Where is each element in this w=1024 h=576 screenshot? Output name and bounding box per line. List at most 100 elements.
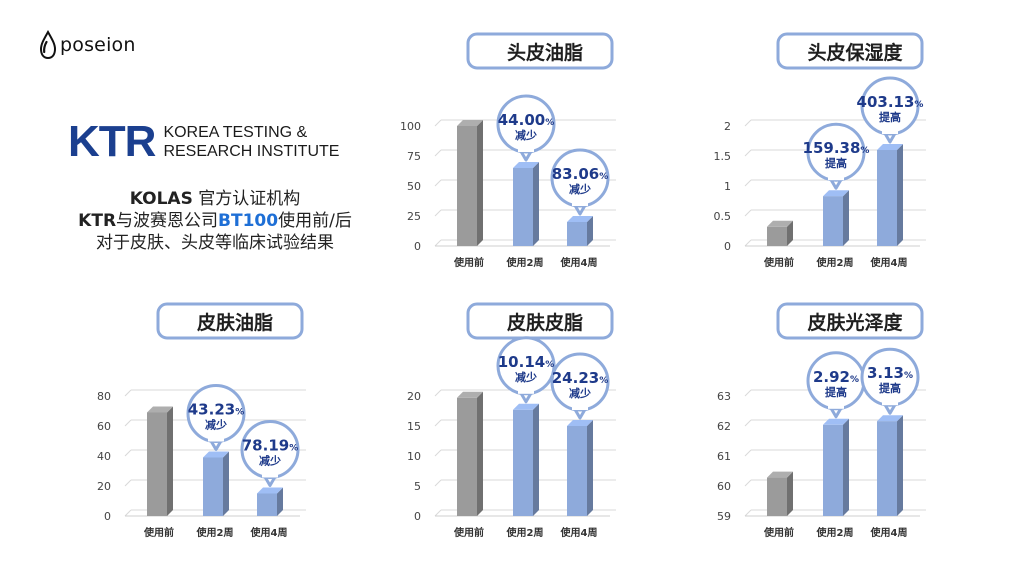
bar xyxy=(457,120,483,246)
bar xyxy=(823,190,849,246)
x-tick-label: 使用4周 xyxy=(560,526,598,539)
annotation-bubble: 159.38%提高 xyxy=(803,122,870,190)
annotation-value: 3.13% xyxy=(867,364,913,382)
annotation-bubble: 78.19%减少 xyxy=(240,420,300,487)
droplet-icon xyxy=(39,30,57,60)
bar xyxy=(257,487,283,516)
bar xyxy=(567,420,593,516)
ktr-name-line2: RESEARCH INSTITUTE xyxy=(163,143,340,160)
y-tick-label: 60 xyxy=(717,480,731,493)
annotation-bubble: 2.92%提高 xyxy=(806,351,866,419)
bar xyxy=(513,162,539,246)
chart-title: 头皮油脂 xyxy=(466,32,614,70)
y-tick-label: 59 xyxy=(717,510,731,523)
bar xyxy=(567,216,593,246)
y-tick-label: 10 xyxy=(407,450,421,463)
x-tick-label: 使用2周 xyxy=(816,526,854,539)
annotation-value: 2.92% xyxy=(813,368,859,386)
y-tick-label: 25 xyxy=(407,210,421,223)
annotation-value: 44.00% xyxy=(498,111,554,129)
y-tick-label: 80 xyxy=(97,390,111,403)
chart-title: 头皮保湿度 xyxy=(776,32,924,70)
y-tick-label: 60 xyxy=(97,420,111,433)
bar xyxy=(203,451,229,516)
y-tick-label: 61 xyxy=(717,450,731,463)
y-tick-label: 20 xyxy=(407,390,421,403)
desc-line2: KTR与波赛恩公司BT100使用前/后 xyxy=(78,211,352,231)
ktr-full-name: KOREA TESTING & RESEARCH INSTITUTE xyxy=(163,123,339,161)
chart-title-text: 皮肤皮脂 xyxy=(507,311,583,334)
x-tick-label: 使用4周 xyxy=(250,526,288,539)
x-tick-label: 使用2周 xyxy=(196,526,234,539)
chart-title: 皮肤皮脂 xyxy=(466,302,614,340)
bar xyxy=(767,471,793,516)
annotation-label: 减少 xyxy=(515,370,537,384)
annotation-value: 83.06% xyxy=(552,165,608,183)
ktr-logo: KTR KOREA TESTING & RESEARCH INSTITUTE xyxy=(68,120,339,164)
ktr-mark: KTR xyxy=(68,117,156,166)
x-tick-label: 使用前 xyxy=(453,256,484,269)
x-tick-label: 使用4周 xyxy=(870,526,908,539)
y-tick-label: 50 xyxy=(407,180,421,193)
chart-title-text: 头皮油脂 xyxy=(507,41,583,64)
x-tick-label: 使用前 xyxy=(763,526,794,539)
chart-title-text: 头皮保湿度 xyxy=(807,41,903,64)
x-tick-label: 使用4周 xyxy=(870,256,908,269)
bar xyxy=(147,406,173,516)
x-tick-label: 使用前 xyxy=(143,526,174,539)
y-tick-label: 1 xyxy=(724,180,731,193)
y-tick-label: 0 xyxy=(414,510,421,523)
y-tick-label: 75 xyxy=(407,150,421,163)
y-tick-label: 1.5 xyxy=(714,150,732,163)
y-tick-label: 20 xyxy=(97,480,111,493)
ktr-name-line1: KOREA TESTING & xyxy=(163,124,308,141)
y-tick-label: 0 xyxy=(724,240,731,253)
annotation-label: 提高 xyxy=(879,110,901,124)
bar xyxy=(877,144,903,246)
annotation-value: 10.14% xyxy=(498,353,554,371)
annotation-bubble: 44.00%减少 xyxy=(496,94,556,162)
y-tick-label: 0 xyxy=(414,240,421,253)
y-tick-label: 62 xyxy=(717,420,731,433)
annotation-label: 提高 xyxy=(825,385,847,399)
annotation-value: 24.23% xyxy=(552,369,608,387)
annotation-label: 减少 xyxy=(259,454,281,468)
annotation-bubble: 43.23%减少 xyxy=(186,384,246,451)
x-tick-label: 使用2周 xyxy=(816,256,854,269)
annotation-label: 提高 xyxy=(825,156,847,170)
x-tick-label: 使用前 xyxy=(763,256,794,269)
study-description: KOLAS 官方认证机构 KTR与波赛恩公司BT100使用前/后 对于皮肤、头皮… xyxy=(40,188,390,254)
y-tick-label: 63 xyxy=(717,390,731,403)
annotation-label: 减少 xyxy=(205,418,227,432)
brand-logo: poseion xyxy=(38,30,136,60)
chart-title-text: 皮肤光泽度 xyxy=(807,311,903,334)
annotation-bubble: 3.13%提高 xyxy=(860,347,920,415)
brand-name: poseion xyxy=(60,34,136,56)
chart-title: 皮肤油脂 xyxy=(156,302,304,340)
annotation-value: 78.19% xyxy=(242,437,298,455)
y-tick-label: 5 xyxy=(414,480,421,493)
bar xyxy=(877,415,903,516)
x-tick-label: 使用前 xyxy=(453,526,484,539)
y-tick-label: 2 xyxy=(724,120,731,133)
bar xyxy=(767,220,793,246)
annotation-value: 159.38% xyxy=(803,139,870,157)
bar xyxy=(513,403,539,516)
annotation-value: 403.13% xyxy=(857,93,924,111)
bar xyxy=(823,418,849,516)
x-tick-label: 使用4周 xyxy=(560,256,598,269)
annotation-bubble: 10.14%减少 xyxy=(496,336,556,404)
desc-line3: 对于皮肤、头皮等临床试验结果 xyxy=(96,233,334,253)
y-tick-label: 0 xyxy=(104,510,111,523)
y-tick-label: 0.5 xyxy=(714,210,732,223)
y-tick-label: 100 xyxy=(400,120,421,133)
annotation-label: 提高 xyxy=(879,381,901,395)
y-tick-label: 40 xyxy=(97,450,111,463)
bar xyxy=(457,391,483,516)
annotation-label: 减少 xyxy=(569,182,591,196)
annotation-bubble: 83.06%减少 xyxy=(550,148,610,216)
